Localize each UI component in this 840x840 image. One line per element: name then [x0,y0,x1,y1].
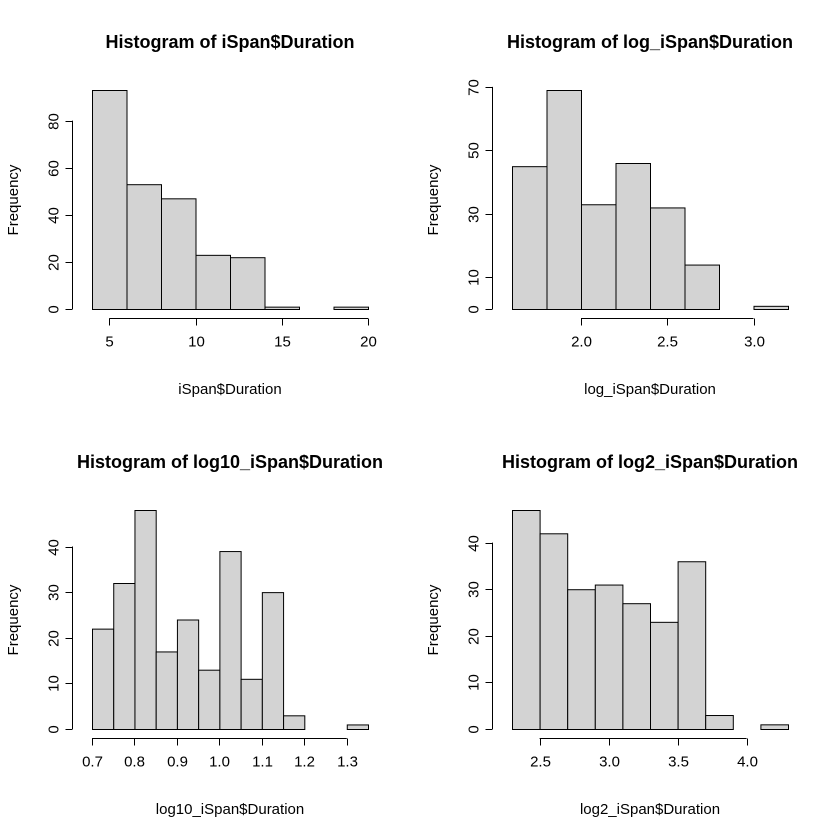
histogram-bar [92,90,128,310]
panel-title: Histogram of log2_iSpan$Duration [502,452,798,472]
histogram-bar [512,510,541,730]
histogram-bar [155,651,178,730]
y-tick-label: 20 [46,254,63,271]
x-tick-label: 0.9 [167,754,188,771]
histogram-bar [92,628,115,730]
x-tick-label: 1.0 [209,754,230,771]
x-tick-label: 2.5 [530,754,551,771]
histogram-panel-ispan-duration: Histogram of iSpan$Duration iSpan$Durati… [5,32,377,398]
panel-title: Histogram of iSpan$Duration [105,32,354,52]
histogram-bar [677,561,707,730]
y-tick-label: 20 [466,628,483,645]
x-axis-label: log2_iSpan$Duration [580,801,720,818]
y-axis-label: Frequency [5,164,22,235]
y-axis-label: Frequency [5,584,22,655]
y-tick-label: 10 [466,269,483,286]
x-tick-label: 0.7 [82,754,103,771]
y-tick-label: 20 [46,630,63,647]
histogram-bar [176,619,200,730]
x-tick-label: 0.8 [124,754,145,771]
x-tick-label: 2.0 [571,334,592,351]
histogram-bar [615,163,651,310]
histogram-bar [650,207,686,310]
y-axis-label: Frequency [425,584,442,655]
histogram-bar [760,724,790,731]
y-tick-label: 10 [46,675,63,692]
x-tick-label: 3.5 [668,754,689,771]
histogram-bar [546,90,582,310]
y-tick-label: 10 [466,674,483,691]
x-tick-label: 3.0 [599,754,620,771]
histogram-bar [567,589,596,730]
x-tick-label: 3.0 [744,334,765,351]
histogram-bar [539,533,569,730]
histogram-bar [705,715,734,731]
y-tick-label: 60 [46,160,63,177]
histogram-bar [161,198,197,311]
histogram-bar [219,551,242,730]
x-tick-label: 15 [274,334,291,351]
panel-title: Histogram of log10_iSpan$Duration [77,452,383,472]
y-tick-label: 40 [46,539,63,556]
histogram-bar [333,306,369,311]
x-tick-label: 1.1 [252,754,273,771]
histogram-bar [581,204,617,310]
histogram-bar [195,254,231,311]
histogram-bar [346,724,369,730]
histogram-bar [198,669,221,730]
y-tick-label: 80 [46,113,63,130]
x-tick-label: 5 [105,334,113,351]
x-tick-label: 4.0 [737,754,758,771]
y-tick-label: 30 [46,584,63,601]
histogram-bar [230,257,266,310]
x-axis-label: log_iSpan$Duration [584,381,716,398]
histogram-panel-log2-ispan-duration: Histogram of log2_iSpan$Duration log2_iS… [425,452,798,818]
histogram-bar [684,264,720,310]
histogram-bar [240,678,263,730]
y-tick-label: 50 [466,142,483,159]
histogram-bar [264,306,300,311]
histogram-bar [650,621,679,730]
histogram-bar [113,583,136,730]
x-tick-label: 2.5 [657,334,678,351]
histogram-bar [622,603,652,730]
y-tick-label: 0 [466,305,483,313]
y-tick-label: 0 [46,725,63,733]
y-tick-label: 0 [46,305,63,313]
x-axis-label: iSpan$Duration [178,381,281,398]
histogram-panel-log-ispan-duration: Histogram of log_iSpan$Duration log_iSpa… [425,32,793,398]
x-tick-label: 1.3 [337,754,358,771]
histogram-bar [512,166,548,310]
y-tick-label: 30 [466,206,483,223]
histogram-bar [261,592,285,730]
y-tick-label: 40 [46,207,63,224]
histogram-bar [126,184,162,310]
y-tick-label: 40 [466,535,483,552]
y-tick-label: 70 [466,79,483,96]
histogram-bar [283,715,306,730]
x-axis-label: log10_iSpan$Duration [156,801,304,818]
histogram-bar [594,584,624,730]
y-axis-label: Frequency [425,164,442,235]
x-tick-label: 20 [360,334,377,351]
y-tick-label: 0 [466,725,483,733]
panel-title: Histogram of log_iSpan$Duration [507,32,793,52]
y-tick-label: 30 [466,581,483,598]
x-tick-label: 1.2 [294,754,315,771]
x-tick-label: 10 [188,334,205,351]
histogram-bar [753,305,789,310]
histogram-panel-log10-ispan-duration: Histogram of log10_iSpan$Duration log10_… [5,452,383,818]
histogram-bar [134,510,157,730]
